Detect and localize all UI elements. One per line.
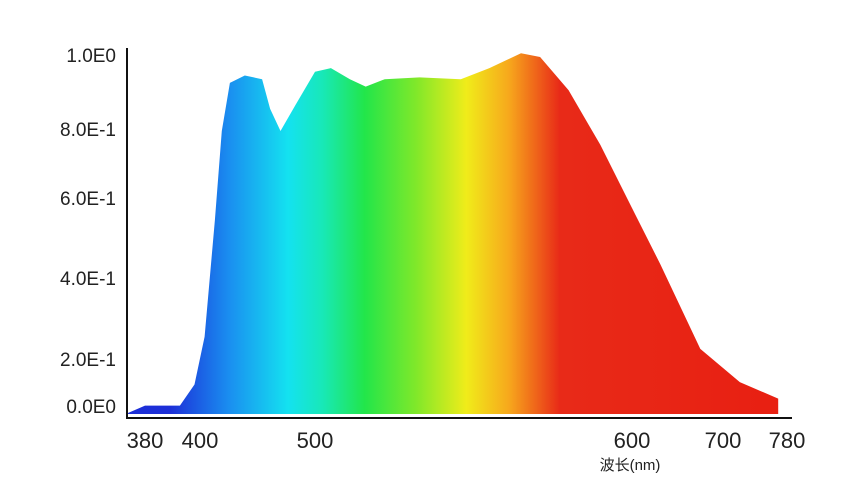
x-tick-label: 780 [769,428,806,453]
x-axis-label: 波长(nm) [600,457,661,474]
spectrum-area [128,53,779,415]
x-tick-label: 400 [182,428,219,453]
y-tick-label: 6.0E-1 [60,189,116,210]
x-tick-label: 500 [297,428,334,453]
x-tick-label: 380 [127,428,164,453]
y-tick-label: 1.0E0 [66,46,116,67]
y-tick-label: 0.0E0 [66,397,116,418]
y-tick-label: 4.0E-1 [60,269,116,290]
y-tick-label: 2.0E-1 [60,350,116,371]
y-tick-label: 8.0E-1 [60,120,116,141]
x-tick-label: 700 [705,428,742,453]
x-tick-label: 600 [614,428,651,453]
